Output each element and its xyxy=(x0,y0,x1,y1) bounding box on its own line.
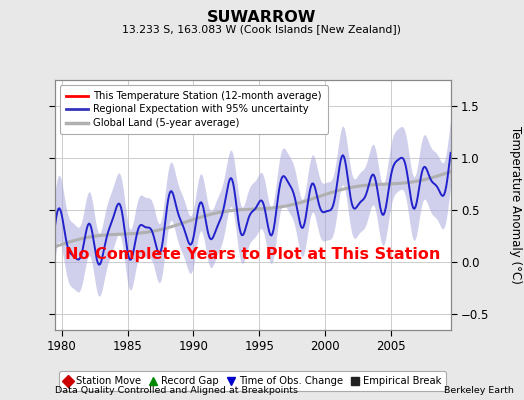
Y-axis label: Temperature Anomaly (°C): Temperature Anomaly (°C) xyxy=(509,126,522,284)
Text: Berkeley Earth: Berkeley Earth xyxy=(444,386,514,395)
Legend: Station Move, Record Gap, Time of Obs. Change, Empirical Break: Station Move, Record Gap, Time of Obs. C… xyxy=(59,371,446,391)
Text: No Complete Years to Plot at This Station: No Complete Years to Plot at This Statio… xyxy=(65,248,441,262)
Text: Data Quality Controlled and Aligned at Breakpoints: Data Quality Controlled and Aligned at B… xyxy=(55,386,298,395)
Text: SUWARROW: SUWARROW xyxy=(208,10,316,25)
Text: 13.233 S, 163.083 W (Cook Islands [New Zealand]): 13.233 S, 163.083 W (Cook Islands [New Z… xyxy=(123,24,401,34)
